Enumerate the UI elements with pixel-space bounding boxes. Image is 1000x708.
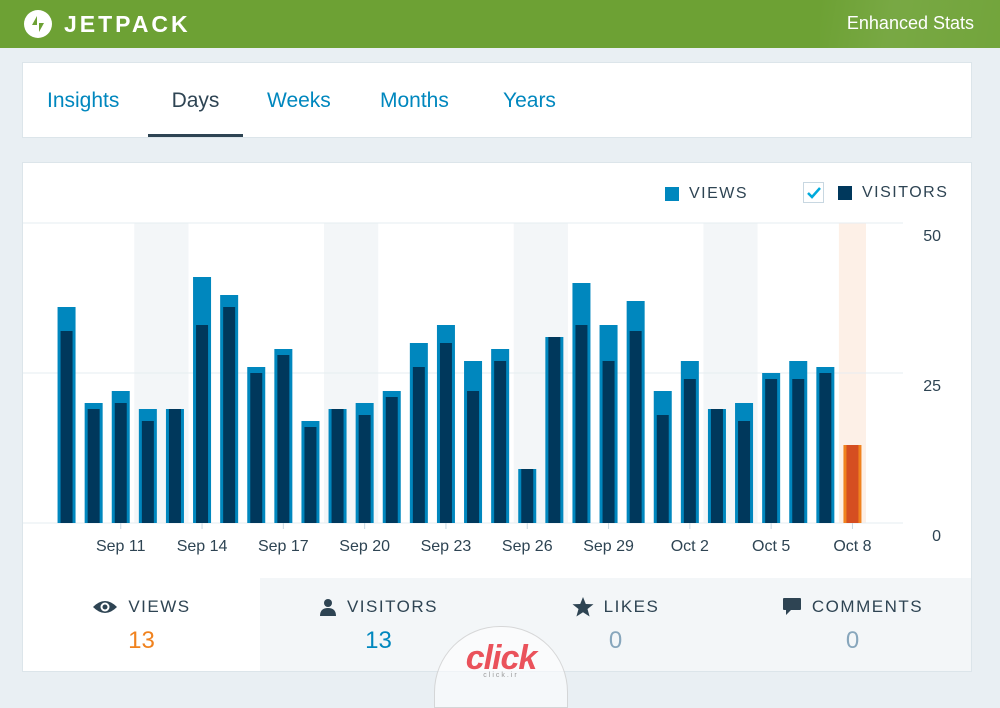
visitors-bar-21 [629,331,642,523]
visitors-bar-3 [141,421,154,523]
y-tick-label-25: 25 [923,378,941,395]
visitors-bar-13 [412,367,425,523]
legend-visitors-label: VISITORS [862,183,949,201]
summary-inactive-group [260,578,971,671]
visitors-bar-8 [277,355,290,523]
tab-months[interactable]: Months [380,89,449,112]
visitors-bar-11 [358,415,371,523]
x-tick-label-8: Oct 5 [752,538,790,555]
visitors-bar-1 [87,409,100,523]
x-tick-label-5: Sep 26 [502,538,553,555]
x-tick-label-6: Sep 29 [583,538,634,555]
visitors-bar-27 [792,379,805,523]
visitors-bar-24 [710,409,723,523]
stats-chart-card: VIEWS VISITORS 0 25 50 Sep 11 Sep 14 Sep 17 Se… [22,162,972,672]
tab-insights[interactable]: Insights [47,89,120,112]
summary-visitors-value: 13 [365,627,392,654]
visitors-checkbox[interactable] [803,182,824,203]
legend-views: VIEWS [665,185,748,203]
visitors-bar-18 [548,337,561,523]
summary-visitors[interactable]: VISITORS 13 [260,578,497,671]
y-tick-label-0: 0 [932,528,941,545]
x-tick-label-0: Sep 11 [96,538,146,555]
visitors-bar-12 [385,397,398,523]
visitors-bar-19 [575,325,588,523]
top-bar: JETPACK Enhanced Stats [0,0,1000,48]
visitors-bar-17 [521,469,534,523]
visitors-bar-22 [656,415,669,523]
summary-comments-value: 0 [845,627,860,654]
summary-comments[interactable]: COMMENTS 0 [734,578,971,671]
summary-views-label: VIEWS [128,597,191,616]
visitors-bar-28 [819,373,832,523]
period-tabs: Insights Days Weeks Months Years [22,62,972,138]
visitors-bar-26 [765,379,778,523]
visitors-bar-7 [250,373,263,523]
star-icon [572,597,594,617]
x-tick-label-9: Oct 8 [833,538,871,555]
visitors-bar-29 [846,445,859,523]
visitors-bar-14 [439,343,452,523]
legend-visitors: VISITORS [803,182,948,203]
visitors-bar-5 [196,325,209,523]
header-decoration [820,0,1000,48]
visitors-bar-10 [331,409,344,523]
visitors-bar-2 [114,403,127,523]
summary-comments-label: COMMENTS [811,597,924,616]
summary-tabs: VIEWS 13 VISITORS 13 LIKES 0 [23,578,971,671]
bar-chart: 0 25 50 Sep 11 Sep 14 Sep 17 Sep 20 Sep 23 Sep 2… [23,222,941,555]
checkmark-icon [806,186,821,199]
x-tick-label-4: Sep 23 [421,538,472,555]
legend-views-label: VIEWS [689,185,749,202]
x-tick-label-7: Oct 2 [671,538,709,555]
watermark-sub: click.ir [483,672,519,679]
summary-likes-label: LIKES [603,597,660,616]
jetpack-logo[interactable]: JETPACK [24,10,191,38]
summary-likes[interactable]: LIKES 0 [497,578,734,671]
summary-visitors-label: VISITORS [346,597,439,616]
tab-years[interactable]: Years [503,89,556,112]
visitors-bar-0 [60,331,73,523]
y-tick-label-50: 50 [923,228,941,245]
brand-name: JETPACK [64,10,191,37]
x-tick-label-2: Sep 17 [258,538,309,555]
visitors-bar-4 [168,409,181,523]
visitors-bar-16 [494,361,507,523]
visitors-bar-23 [683,379,696,523]
watermark-text: click [465,639,538,677]
tab-days[interactable]: Days [148,63,243,137]
visitors-bar-9 [304,427,317,523]
visitors-bar-20 [602,361,615,523]
visitors-bar-6 [223,307,236,523]
eye-icon [93,601,118,613]
enhanced-stats-link[interactable]: Enhanced Stats [846,13,974,33]
tab-weeks[interactable]: Weeks [267,89,331,112]
visitors-swatch [838,185,852,200]
x-tick-label-3: Sep 20 [339,538,390,555]
comment-icon [782,598,801,615]
summary-views-value: 13 [128,627,155,654]
visitors-bar-15 [467,391,480,523]
summary-views[interactable]: VIEWS 13 [23,578,260,671]
visitors-bar-25 [738,421,751,523]
summary-likes-value: 0 [608,627,623,654]
jetpack-bolt-icon [24,10,52,38]
x-tick-label-1: Sep 14 [177,538,228,555]
views-swatch [665,187,679,201]
person-icon [319,599,336,616]
